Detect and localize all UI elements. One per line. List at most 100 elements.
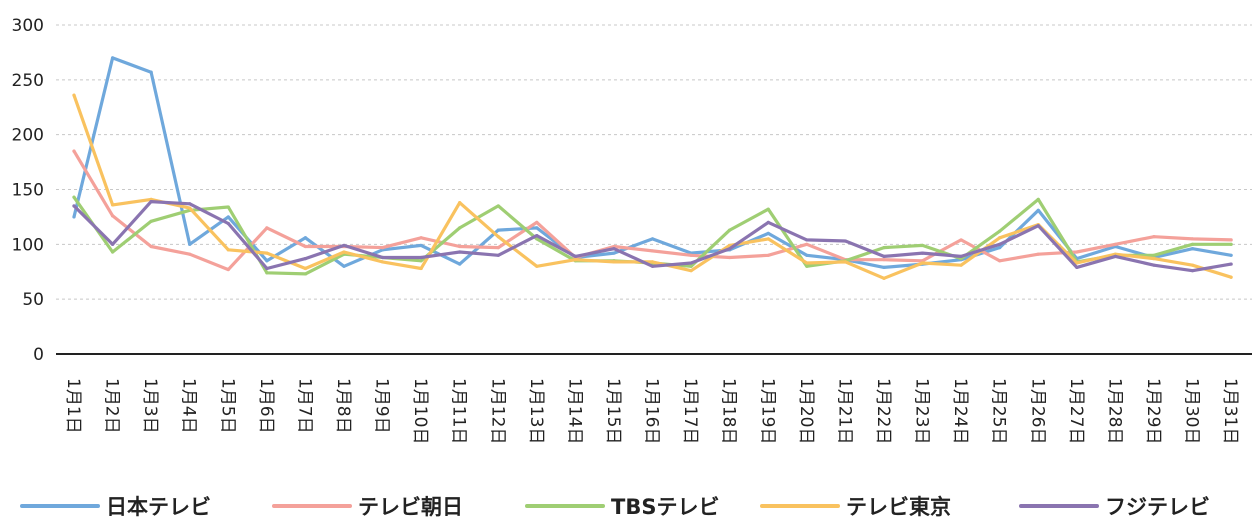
data-point: [72, 204, 76, 208]
data-point: [226, 221, 230, 226]
data-point: [998, 259, 1002, 263]
data-point: [998, 229, 1002, 233]
legend-label: TBSテレビ: [611, 495, 719, 519]
x-tick-label: 1月2日: [102, 378, 122, 434]
x-tick-label: 1月21日: [834, 378, 854, 444]
data-point: [380, 246, 385, 250]
data-point: [766, 231, 770, 235]
x-tick-label: 1月27日: [1066, 378, 1086, 444]
data-point: [1075, 265, 1079, 269]
data-point: [882, 246, 886, 250]
data-point: [1229, 253, 1233, 257]
data-point: [1113, 254, 1117, 258]
y-tick-label: 0: [33, 345, 44, 365]
data-point: [843, 239, 848, 243]
y-tick-label: 200: [12, 126, 44, 146]
x-tick-label: 1月15日: [603, 378, 623, 444]
x-tick-label: 1月24日: [950, 378, 970, 444]
data-point: [1229, 242, 1233, 246]
data-point: [188, 202, 192, 206]
legend-item-5: フジテレビ: [1019, 495, 1210, 519]
y-tick-label: 300: [12, 16, 44, 36]
x-tick-label: 1月8日: [333, 378, 353, 434]
data-point: [573, 258, 578, 262]
data-point: [72, 215, 76, 219]
data-point: [1036, 224, 1040, 228]
y-tick-label: 50: [22, 290, 44, 310]
legend-item-2: テレビ朝日: [272, 495, 463, 519]
data-point: [805, 238, 809, 242]
x-tick-label: 1月3日: [140, 378, 160, 434]
data-point: [766, 237, 770, 241]
data-point: [805, 264, 809, 268]
x-tick-label: 1月6日: [256, 378, 276, 434]
data-point: [1152, 256, 1156, 261]
series-points-5: [72, 199, 1233, 273]
data-point: [959, 238, 963, 242]
data-point: [458, 250, 462, 254]
data-point: [998, 246, 1002, 250]
data-point: [1190, 242, 1195, 246]
data-point: [959, 263, 963, 267]
data-point: [1229, 275, 1233, 279]
data-point: [959, 254, 963, 258]
x-tick-label: 1月13日: [526, 378, 546, 444]
data-point: [496, 253, 500, 257]
data-point: [1075, 261, 1079, 265]
x-tick-label: 1月7日: [294, 378, 314, 434]
data-point: [920, 261, 925, 265]
x-tick-label: 1月4日: [179, 378, 199, 434]
data-point: [882, 258, 886, 262]
data-point: [1036, 197, 1040, 201]
data-point: [728, 255, 732, 260]
data-point: [920, 243, 925, 248]
data-point: [419, 266, 423, 271]
data-point: [998, 242, 1002, 246]
data-point: [188, 206, 192, 210]
data-point: [380, 260, 385, 264]
data-point: [650, 249, 655, 253]
x-tick-label: 1月31日: [1220, 378, 1240, 444]
data-point: [496, 235, 500, 239]
data-point: [689, 253, 693, 257]
data-point: [419, 243, 423, 248]
data-point: [728, 228, 732, 232]
data-point: [458, 262, 462, 266]
data-point: [265, 226, 269, 230]
data-point: [72, 195, 76, 199]
x-axis-ticks: 1月1日 1月2日 1月3日 1月4日 1月5日 1月6日 1月7日 1月8日 1月9日 1月10…: [63, 378, 1240, 444]
data-point: [1152, 235, 1156, 239]
data-point: [650, 264, 655, 268]
x-tick-label: 1月23日: [912, 378, 932, 444]
data-point: [535, 237, 539, 241]
data-point: [689, 269, 693, 273]
x-tick-label: 1月5日: [217, 378, 237, 434]
y-axis-ticks: 0 50 100 150 200 250 300: [12, 16, 44, 365]
data-point: [342, 243, 346, 248]
data-point: [612, 260, 616, 264]
x-tick-label: 1月26日: [1027, 378, 1047, 444]
x-tick-label: 1月22日: [873, 378, 893, 444]
data-point: [265, 251, 269, 255]
y-tick-label: 150: [12, 181, 44, 201]
grid-layer: [56, 24, 1252, 300]
data-point: [650, 260, 655, 264]
data-point: [1190, 263, 1195, 267]
data-point: [226, 267, 230, 272]
data-point: [149, 219, 153, 223]
data-point: [303, 244, 308, 249]
data-point: [1152, 253, 1156, 257]
data-point: [843, 260, 848, 264]
data-point: [419, 259, 423, 263]
data-point: [1190, 269, 1195, 273]
data-point: [805, 261, 809, 265]
x-tick-label: 1月28日: [1104, 378, 1124, 444]
data-point: [380, 255, 385, 260]
x-tick-label: 1月25日: [989, 378, 1009, 444]
data-point: [1152, 263, 1156, 267]
x-tick-label: 1月20日: [796, 378, 816, 444]
data-point: [882, 254, 886, 258]
data-point: [496, 228, 500, 232]
legend: 日本テレビ テレビ朝日 TBSテレビ テレビ東京 フジテレビ: [20, 495, 1210, 519]
